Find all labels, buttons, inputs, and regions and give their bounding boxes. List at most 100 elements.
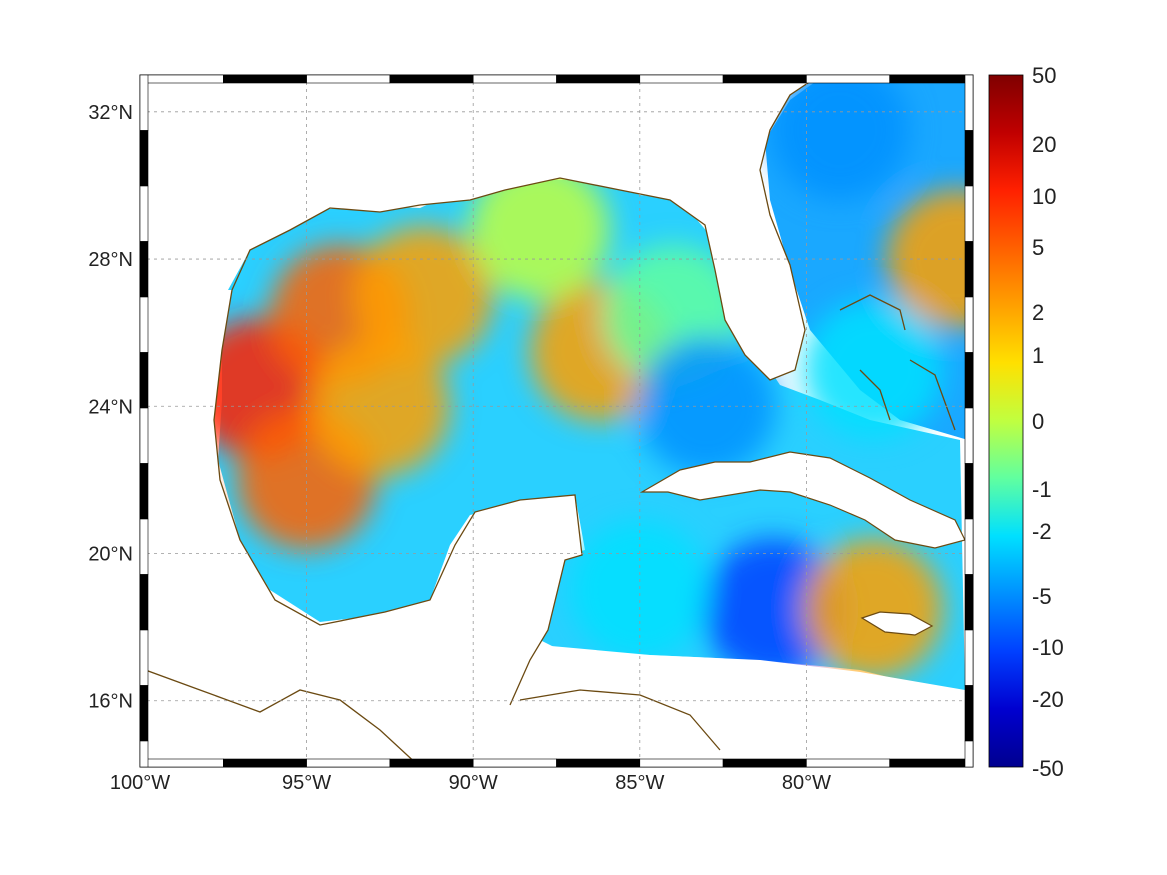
lon-tick-label: 90°W xyxy=(449,772,498,794)
frame-segment-right xyxy=(964,296,974,353)
field-blob xyxy=(569,520,710,661)
frame-segment-left xyxy=(139,740,149,768)
land-central-america xyxy=(380,645,973,767)
frame-segment-top xyxy=(889,74,974,84)
field-blob xyxy=(636,336,777,477)
coast-bahamas-2 xyxy=(859,369,891,421)
frame-segment-bottom xyxy=(139,758,224,768)
field-blob xyxy=(769,75,910,201)
frame-segment-bottom xyxy=(722,758,807,768)
frame-segment-left xyxy=(139,130,149,187)
lon-tick-label: 85°W xyxy=(615,772,664,794)
field-blobs xyxy=(186,75,973,679)
frame-segment-right xyxy=(964,407,974,464)
field-blob xyxy=(803,538,944,679)
colorbar-tick-label: -2 xyxy=(1032,519,1052,544)
colorbar-tick-label: -50 xyxy=(1032,756,1064,781)
colorbar-tick-label: 0 xyxy=(1032,409,1044,434)
frame-segment-top xyxy=(639,74,724,84)
frame-segment-top xyxy=(556,74,641,84)
lon-tick-label: 100°W xyxy=(110,772,170,794)
frame-segment-top xyxy=(722,74,807,84)
coast-bahamas-3 xyxy=(909,359,956,431)
frame-segment-right xyxy=(964,629,974,686)
frame-segment-right xyxy=(964,185,974,242)
colorbar-tick-label: 50 xyxy=(1032,63,1056,88)
frame-segment-bottom xyxy=(472,758,557,768)
frame-segment-left xyxy=(139,518,149,575)
frame-segment-top xyxy=(223,74,307,84)
frame-segment-right xyxy=(964,352,974,409)
land-jamaica xyxy=(860,611,934,636)
frame-segment-left xyxy=(139,629,149,686)
frame-checkerboard xyxy=(139,74,974,768)
colorbar-tick-label: -10 xyxy=(1032,635,1064,660)
frame-segment-right xyxy=(964,241,974,298)
frame-segment-right xyxy=(964,518,974,575)
frame-segment-top xyxy=(472,74,557,84)
frame-segment-bottom xyxy=(889,758,974,768)
coast-honduras xyxy=(519,689,721,751)
grid-lines xyxy=(140,75,973,767)
frame-segment-top xyxy=(389,74,474,84)
lat-tick-label: 20°N xyxy=(88,544,133,566)
land-mexico xyxy=(140,290,582,767)
frame-segment-top xyxy=(306,74,391,84)
lat-tick-labels: 16°N 20°N 24°N 28°N 32°N xyxy=(88,102,133,713)
frame-segment-top xyxy=(806,74,891,84)
lon-tick-label: 80°W xyxy=(782,772,831,794)
colorbar-tick-label: 10 xyxy=(1032,184,1056,209)
lat-tick-label: 28°N xyxy=(88,249,133,271)
frame-segment-right xyxy=(964,463,974,520)
coastline xyxy=(140,75,956,767)
frame-segment-left xyxy=(139,407,149,464)
lon-tick-labels: 100°W 95°W 90°W 85°W 80°W xyxy=(110,772,831,794)
colorbar-tick-label: -1 xyxy=(1032,477,1052,502)
frame-segment-left xyxy=(139,74,149,131)
frame-segment-left xyxy=(139,685,149,742)
colorbar-tick-label: -20 xyxy=(1032,687,1064,712)
field-blob xyxy=(469,159,610,300)
frame-segment-bottom xyxy=(806,758,891,768)
frame-segment-bottom xyxy=(556,758,641,768)
frame-segment-left xyxy=(139,241,149,298)
coast-mexico xyxy=(213,289,583,706)
field-blob xyxy=(353,225,494,366)
frame-segment-left xyxy=(139,352,149,409)
frame-segment-left xyxy=(139,463,149,520)
frame-segment-left xyxy=(139,574,149,631)
frame-segment-right xyxy=(964,740,974,768)
frame-segment-right xyxy=(964,74,974,131)
frame-segment-bottom xyxy=(389,758,474,768)
frame-segment-right xyxy=(964,130,974,187)
lat-tick-label: 16°N xyxy=(88,691,133,713)
coast-bahamas-1 xyxy=(839,294,906,331)
frame-segment-right xyxy=(964,574,974,631)
field-blob xyxy=(886,189,973,330)
frame-segment-bottom xyxy=(639,758,724,768)
frame-segment-left xyxy=(139,296,149,353)
colorbar-tick-label: -5 xyxy=(1032,584,1052,609)
coast-central-america xyxy=(140,667,421,767)
colorbar-tick-label: 20 xyxy=(1032,132,1056,157)
lon-tick-label: 95°W xyxy=(282,772,331,794)
lat-tick-label: 32°N xyxy=(88,102,133,124)
frame-segment-left xyxy=(139,185,149,242)
colorbar-tick-label: 1 xyxy=(1032,343,1044,368)
data-field xyxy=(140,75,973,767)
field-blob xyxy=(703,538,844,679)
land-us xyxy=(140,75,820,380)
field-blob xyxy=(803,299,944,440)
colorbar-tick-label: 5 xyxy=(1032,235,1044,260)
frame-segment-right xyxy=(964,685,974,742)
coast-us-gulf xyxy=(231,75,821,381)
frame-segment-bottom xyxy=(306,758,391,768)
colorbar-tick-label: 2 xyxy=(1032,300,1044,325)
land-cuba xyxy=(639,451,966,549)
frame-segment-bottom xyxy=(223,758,307,768)
lat-tick-label: 24°N xyxy=(88,396,133,418)
frame-segment-top xyxy=(139,74,224,84)
